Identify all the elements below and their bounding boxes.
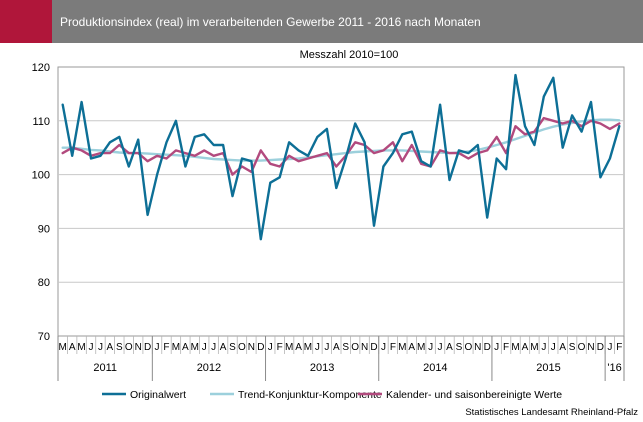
x-tick-label: F	[503, 342, 509, 353]
legend-label-3: Kalender- und saisonbereinigte Werte	[386, 389, 562, 401]
x-tick-label: J	[89, 342, 94, 353]
x-tick-label: O	[238, 342, 246, 353]
x-tick-label: A	[559, 342, 566, 353]
year-label: 2011	[93, 362, 117, 374]
x-tick-label: M	[172, 342, 180, 353]
x-tick-label: N	[474, 342, 481, 353]
year-label: 2014	[423, 362, 447, 374]
year-label: '16	[607, 362, 621, 374]
x-tick-label: N	[248, 342, 255, 353]
x-tick-label: D	[484, 342, 491, 353]
y-tick-label: 70	[38, 331, 50, 343]
x-tick-label: N	[361, 342, 368, 353]
x-tick-label: F	[163, 342, 169, 353]
year-label: 2015	[536, 362, 560, 374]
x-tick-label: M	[59, 342, 67, 353]
x-tick-label: F	[390, 342, 396, 353]
x-tick-label: A	[107, 342, 114, 353]
x-tick-label: M	[530, 342, 538, 353]
x-tick-label: N	[587, 342, 594, 353]
x-tick-label: D	[370, 342, 377, 353]
x-tick-label: N	[135, 342, 142, 353]
x-tick-label: M	[191, 342, 199, 353]
y-tick-label: 90	[38, 223, 50, 235]
x-tick-label: D	[144, 342, 151, 353]
y-tick-label: 80	[38, 277, 50, 289]
x-tick-label: J	[381, 342, 386, 353]
x-tick-label: A	[182, 342, 189, 353]
x-tick-label: M	[511, 342, 519, 353]
series-line-1	[61, 73, 621, 241]
x-tick-label: A	[69, 342, 76, 353]
accent-block	[0, 0, 52, 43]
x-tick-label: J	[551, 342, 556, 353]
x-tick-label: A	[333, 342, 340, 353]
x-tick-label: D	[257, 342, 264, 353]
chart-subtitle: Messzahl 2010=100	[300, 49, 399, 61]
y-tick-label: 100	[32, 170, 50, 182]
x-tick-label: M	[285, 342, 293, 353]
x-tick-label: O	[464, 342, 472, 353]
x-tick-label: J	[541, 342, 546, 353]
series-line-2	[61, 118, 621, 162]
x-tick-label: A	[446, 342, 453, 353]
x-tick-label: S	[569, 342, 576, 353]
x-tick-label: A	[220, 342, 227, 353]
x-tick-label: M	[398, 342, 406, 353]
x-tick-label: S	[456, 342, 463, 353]
legend-label-2: Trend-Konjunktur-Komponente	[238, 389, 382, 401]
series-line-3	[61, 116, 621, 176]
x-tick-label: J	[315, 342, 320, 353]
x-tick-label: O	[125, 342, 133, 353]
x-tick-label: J	[202, 342, 207, 353]
x-tick-label: S	[229, 342, 236, 353]
x-tick-label: A	[522, 342, 529, 353]
x-tick-label: S	[116, 342, 123, 353]
year-label: 2013	[310, 362, 334, 374]
x-tick-label: J	[607, 342, 612, 353]
x-tick-label: J	[494, 342, 499, 353]
source-note: Statistisches Landesamt Rheinland-Pfalz	[465, 407, 638, 418]
x-tick-label: J	[268, 342, 273, 353]
x-tick-label: J	[155, 342, 160, 353]
x-tick-label: O	[351, 342, 359, 353]
x-tick-label: J	[428, 342, 433, 353]
year-label: 2012	[197, 362, 221, 374]
x-tick-label: D	[597, 342, 604, 353]
x-tick-label: F	[277, 342, 283, 353]
x-tick-label: S	[342, 342, 349, 353]
x-tick-label: J	[324, 342, 329, 353]
x-tick-label: O	[578, 342, 586, 353]
legend-label-1: Originalwert	[130, 389, 186, 401]
x-tick-label: M	[304, 342, 312, 353]
title-bar: Produktionsindex (real) im verarbeitende…	[0, 0, 643, 43]
y-tick-label: 120	[32, 62, 50, 74]
chart-title: Produktionsindex (real) im verarbeitende…	[60, 14, 481, 29]
plot-area	[57, 66, 625, 337]
x-tick-label: A	[408, 342, 415, 353]
x-tick-label: A	[295, 342, 302, 353]
x-tick-label: F	[616, 342, 622, 353]
x-tick-label: J	[211, 342, 216, 353]
x-tick-label: M	[417, 342, 425, 353]
x-tick-label: J	[438, 342, 443, 353]
x-tick-label: M	[77, 342, 85, 353]
x-tick-label: J	[98, 342, 103, 353]
y-tick-label: 110	[32, 116, 50, 128]
